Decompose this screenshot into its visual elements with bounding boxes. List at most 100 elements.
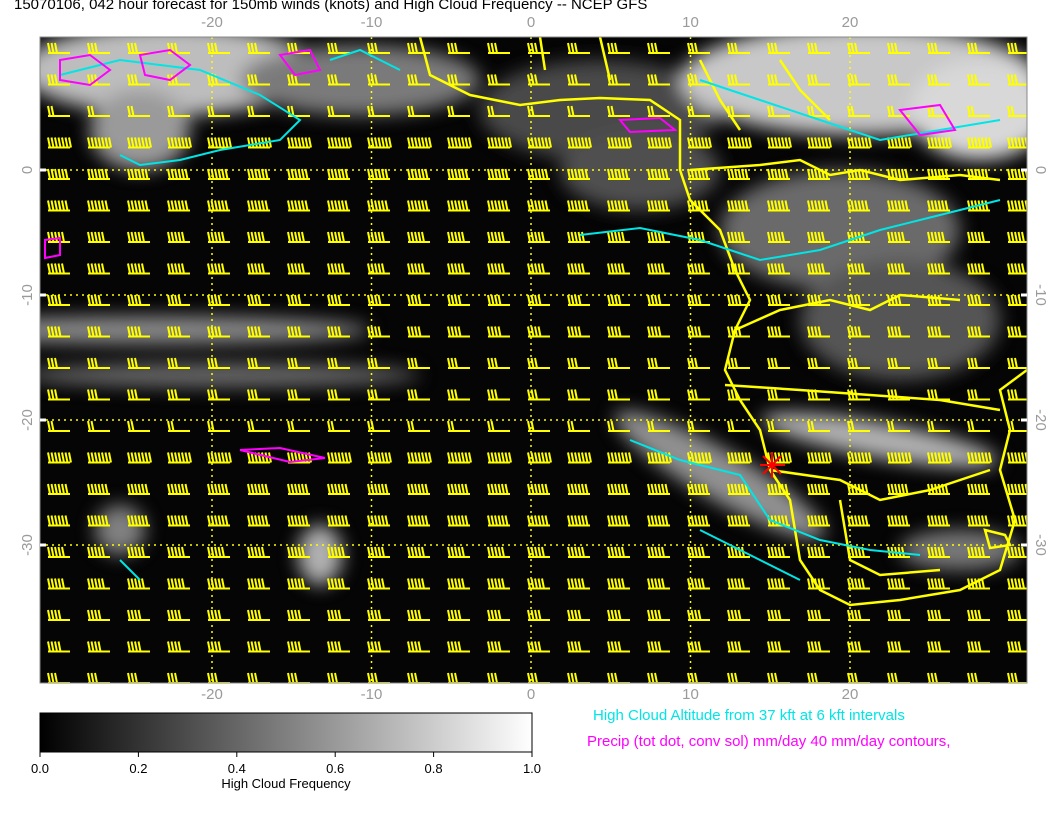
title: 15070106, 042 hour forecast for 150mb wi… [14, 0, 647, 13]
wind-barb [527, 672, 550, 683]
wind-barb [167, 105, 190, 117]
wind-barb [327, 420, 350, 432]
wind-barb [967, 105, 990, 117]
wind-barb [1007, 546, 1027, 558]
wind-barb [447, 74, 470, 86]
wind-barb [567, 168, 590, 180]
wind-barb [807, 263, 830, 275]
wind-barb [527, 389, 550, 401]
wind-barb [847, 105, 870, 117]
wind-barb [407, 357, 430, 369]
wind-barb [487, 42, 510, 54]
wind-barb [487, 105, 510, 117]
wind-barb [47, 200, 70, 212]
wind-barb [447, 105, 470, 117]
wind-barb [647, 546, 670, 558]
wind-barb [687, 546, 710, 558]
wind-barb [607, 357, 630, 369]
wind-barb [727, 357, 750, 369]
wind-barb [927, 200, 950, 212]
wind-barb [127, 357, 150, 369]
wind-barb [527, 609, 550, 621]
wind-barb [447, 168, 470, 180]
wind-barb [167, 389, 190, 401]
wind-barb [847, 515, 870, 527]
wind-barb [407, 263, 430, 275]
wind-barb [647, 105, 670, 117]
wind-barb [807, 389, 830, 401]
wind-barb [127, 263, 150, 275]
wind-barb [807, 641, 830, 653]
wind-barb [127, 168, 150, 180]
wind-barb [287, 231, 310, 243]
wind-barb [407, 515, 430, 527]
wind-barb [407, 389, 430, 401]
wind-barb [807, 326, 830, 338]
wind-barb [967, 263, 990, 275]
wind-barb [887, 389, 910, 401]
wind-barb [447, 483, 470, 495]
wind-barb [527, 515, 550, 527]
wind-barb [687, 357, 710, 369]
wind-barb [447, 452, 472, 464]
wind-barb [807, 231, 830, 243]
wind-barb [47, 357, 70, 369]
wind-barb [807, 452, 832, 464]
wind-barb [527, 168, 550, 180]
wind-barb [167, 578, 190, 590]
wind-barb [327, 200, 350, 212]
wind-barb [87, 357, 110, 369]
wind-barb [687, 294, 710, 306]
wind-barb [767, 641, 790, 653]
wind-barb [767, 105, 790, 117]
wind-barb [687, 641, 710, 653]
wind-barb [1007, 231, 1027, 243]
wind-barb [287, 74, 310, 86]
wind-barb [927, 137, 952, 149]
wind-barb [287, 609, 310, 621]
wind-barb [487, 389, 510, 401]
wind-barb [167, 672, 190, 683]
wind-barb [367, 578, 390, 590]
wind-barb [127, 483, 150, 495]
colorbar: High Cloud Frequency 0.0 0.2 0.4 0.6 0.8 1.0 [31, 712, 541, 791]
cloud-altitude-contours [59, 48, 1001, 581]
wind-barb [207, 609, 230, 621]
wind-barb [607, 546, 630, 558]
wind-barb [567, 641, 590, 653]
storm-marker [760, 452, 785, 478]
wind-barb [247, 389, 270, 401]
wind-barb [167, 357, 190, 369]
wind-barb [327, 105, 350, 117]
wind-barb [167, 326, 190, 338]
wind-barb [207, 200, 230, 212]
wind-barb [927, 42, 950, 54]
wind-barb [567, 546, 590, 558]
wind-barb [127, 420, 150, 432]
wind-barb [367, 672, 390, 683]
wind-barb [607, 452, 632, 464]
wind-barb [47, 42, 70, 54]
wind-barb [207, 641, 230, 653]
wind-barb [487, 74, 510, 86]
wind-barb [207, 231, 230, 243]
wind-barb [647, 609, 670, 621]
wind-barb [447, 672, 470, 683]
wind-barb [687, 420, 710, 432]
wind-barb [767, 200, 790, 212]
wind-barb [647, 263, 670, 275]
wind-barb [567, 515, 590, 527]
wind-barb [767, 137, 792, 149]
wind-barb [847, 326, 870, 338]
wind-barb [47, 294, 70, 306]
wind-barb [847, 200, 870, 212]
wind-barb [487, 137, 512, 149]
wind-barb [527, 42, 550, 54]
wind-barb [407, 483, 430, 495]
lat-label-left: -10 [19, 284, 36, 306]
wind-barb [447, 231, 470, 243]
wind-barb [647, 452, 672, 464]
wind-barb [127, 137, 152, 149]
wind-barb [247, 294, 270, 306]
wind-barb [1007, 326, 1027, 338]
